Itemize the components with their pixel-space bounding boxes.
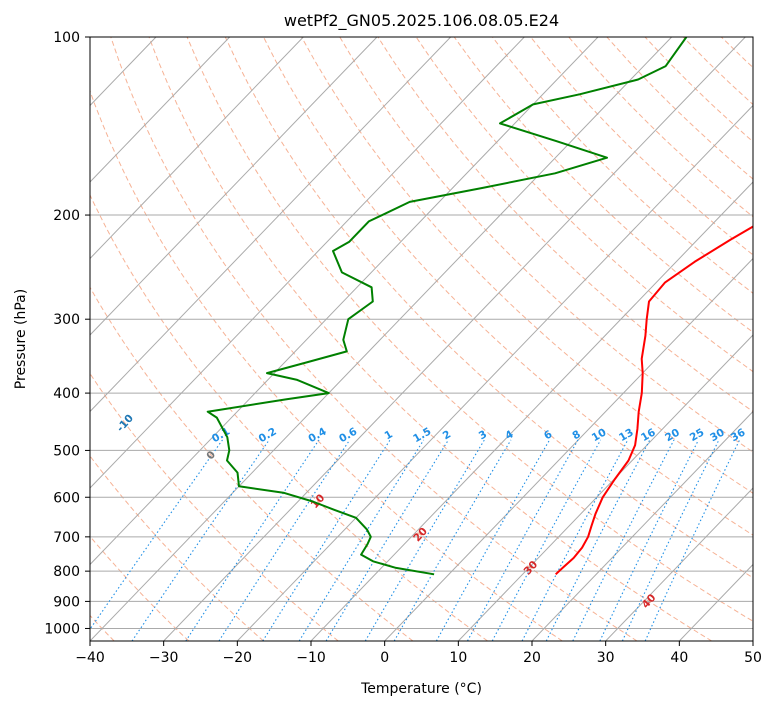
x-tick-label: 30 — [597, 650, 615, 666]
y-tick-label: 400 — [53, 386, 80, 402]
isotherm-line — [531, 410, 753, 641]
x-axis: −40 −30 −20 −10 0 10 20 30 40 50 — [75, 641, 762, 666]
temperature-profile-line — [555, 225, 753, 576]
isotherm-line — [90, 37, 599, 566]
y-tick-label: 200 — [53, 208, 80, 224]
isotherm-line — [457, 334, 753, 641]
isotherm-line — [605, 487, 753, 641]
isotherm-line — [90, 37, 378, 336]
isotherm-line — [90, 37, 673, 641]
y-tick-label: 700 — [53, 530, 80, 546]
x-tick-label: −10 — [296, 650, 326, 666]
y-tick-label: 500 — [53, 443, 80, 459]
isotherm-line — [90, 37, 231, 183]
mixing-ratio-line — [262, 439, 391, 641]
sounding-series — [206, 37, 753, 576]
dry-adiabat-line — [224, 37, 753, 579]
dry-adiabat-line — [110, 37, 638, 641]
dewpoint-profile-line — [206, 37, 688, 576]
x-tick-label: −30 — [149, 650, 179, 666]
dry-adiabat-line — [415, 37, 753, 373]
y-tick-label: 800 — [53, 564, 80, 580]
y-tick-label: 600 — [53, 490, 80, 506]
x-axis-label: Temperature (°C) — [360, 681, 482, 697]
x-tick-label: 0 — [380, 650, 389, 666]
y-tick-label: 900 — [53, 594, 80, 610]
mixing-ratio-line — [364, 439, 485, 641]
dry-adiabat-line — [90, 535, 190, 641]
mixing-ratio-line — [644, 439, 741, 641]
mixing-ratio-line — [131, 439, 270, 641]
isotherm-line — [310, 181, 753, 641]
mixing-ratio-line — [298, 439, 425, 641]
mixing-ratio-line — [467, 439, 579, 641]
dry-adiabat-line — [339, 37, 753, 453]
dry-adiabat-line — [186, 37, 753, 622]
mixing-ratio-line — [435, 439, 551, 641]
chart-title: wetPf2_GN05.2025.106.08.05.E24 — [284, 11, 559, 31]
isotherm-line — [384, 257, 753, 641]
isotherm-line — [90, 37, 452, 413]
mixing-ratio-line — [185, 439, 320, 641]
y-axis-label: Pressure (hPa) — [13, 289, 29, 389]
isotherm-line — [163, 37, 746, 641]
isotherms — [90, 37, 753, 641]
mixing-ratio-line — [325, 439, 449, 641]
y-tick-label: 100 — [53, 30, 80, 46]
mixing-ratio-line — [90, 439, 223, 631]
dry-adiabat-line — [148, 37, 712, 641]
x-tick-label: −40 — [75, 650, 105, 666]
dry-adiabat-line — [90, 89, 563, 641]
y-axis: 100 200 300 400 500 600 700 800 900 1000 — [44, 30, 90, 637]
dry-adiabat-line — [453, 37, 753, 333]
plot-frame — [89, 36, 754, 642]
isotherm-line — [236, 104, 753, 641]
isotherm-line — [90, 37, 304, 260]
x-tick-label: 20 — [523, 650, 541, 666]
mixing-ratio-line — [218, 439, 351, 641]
x-tick-label: 40 — [670, 650, 688, 666]
x-tick-label: 10 — [449, 650, 467, 666]
dry-adiabat-line — [90, 193, 488, 641]
x-tick-label: 50 — [744, 650, 762, 666]
y-tick-label: 1000 — [44, 621, 80, 637]
mixing-ratio-line — [572, 439, 675, 641]
y-tick-label: 300 — [53, 312, 80, 328]
x-tick-label: −20 — [223, 650, 253, 666]
isotherm-line — [90, 37, 525, 489]
plot-area: 0.1 0.2 0.4 0.6 1 1.5 2 3 4 6 8 10 13 16 20 25 30 36 -100… — [90, 37, 753, 641]
